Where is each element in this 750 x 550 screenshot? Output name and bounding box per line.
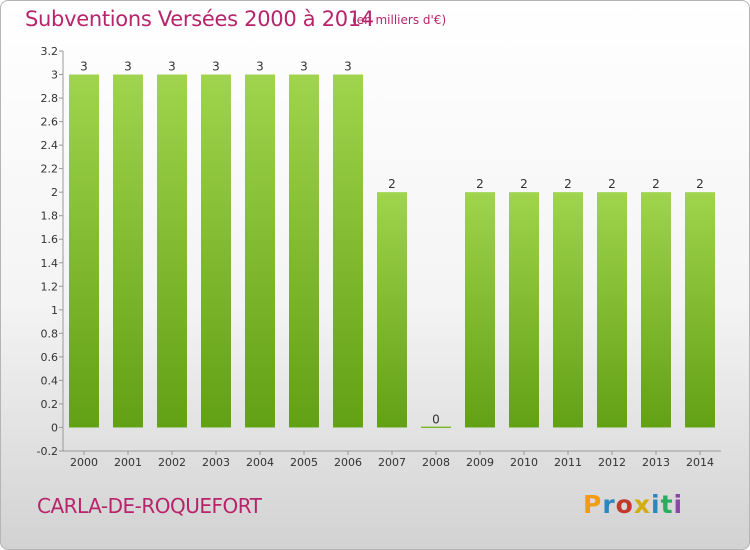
- y-tick-label: 1.6: [41, 233, 59, 246]
- logo-letter: i: [651, 490, 661, 519]
- logo-letter: P: [583, 490, 603, 519]
- data-label: 2: [520, 177, 528, 191]
- bar-2002: [157, 74, 187, 428]
- y-tick-label: 1: [51, 304, 58, 317]
- x-tick-label: 2000: [70, 456, 98, 469]
- data-label: 0: [432, 412, 440, 426]
- x-tick-label: 2013: [642, 456, 670, 469]
- data-label: 3: [212, 60, 220, 74]
- y-tick-label: 2: [51, 186, 58, 199]
- y-tick-label: 2.8: [41, 92, 59, 105]
- proxiti-logo: Proxiti: [583, 490, 683, 519]
- y-tick-label: 0.4: [41, 374, 59, 387]
- logo-letter: r: [602, 490, 616, 519]
- x-tick-label: 2007: [378, 456, 406, 469]
- x-tick-label: 2010: [510, 456, 538, 469]
- data-label: 2: [608, 177, 616, 191]
- bar-2007: [377, 192, 407, 428]
- bar-2004: [245, 74, 275, 428]
- y-tick-label: 1.4: [41, 257, 59, 270]
- data-label: 2: [564, 177, 572, 191]
- bar-2000: [69, 74, 99, 428]
- bar-2012: [597, 192, 627, 428]
- x-tick-label: 2012: [598, 456, 626, 469]
- x-tick-label: 2005: [290, 456, 318, 469]
- x-tick-label: 2009: [466, 456, 494, 469]
- logo-letter: t: [660, 490, 674, 519]
- logo-letter: i: [673, 490, 684, 519]
- bar-2003: [201, 74, 231, 428]
- x-tick-label: 2002: [158, 456, 186, 469]
- bar-2001: [113, 74, 143, 428]
- bar-2005: [289, 74, 319, 428]
- x-tick-label: 2001: [114, 456, 142, 469]
- data-label: 3: [256, 60, 264, 74]
- x-tick-label: 2006: [334, 456, 362, 469]
- y-tick-label: 1.8: [41, 210, 59, 223]
- y-tick-label: 1.2: [41, 280, 59, 293]
- x-tick-label: 2008: [422, 456, 450, 469]
- y-tick-label: -0.2: [37, 445, 58, 458]
- bar-2010: [509, 192, 539, 428]
- y-tick-label: 2.2: [41, 163, 59, 176]
- y-tick-label: 0.6: [41, 351, 59, 364]
- bar-2013: [641, 192, 671, 428]
- x-tick-label: 2014: [686, 456, 714, 469]
- y-tick-label: 0.2: [41, 398, 59, 411]
- logo-letter: x: [633, 490, 651, 519]
- data-label: 3: [300, 60, 308, 74]
- y-tick-label: 0: [51, 421, 58, 434]
- x-tick-label: 2004: [246, 456, 274, 469]
- data-label: 2: [476, 177, 484, 191]
- bar-2006: [333, 74, 363, 428]
- y-tick-label: 2.6: [41, 116, 59, 129]
- chart-title: Subventions Versées 2000 à 2014: [25, 7, 374, 31]
- data-label: 3: [168, 60, 176, 74]
- bar-2008: [421, 426, 451, 428]
- data-label: 3: [80, 60, 88, 74]
- data-label: 2: [652, 177, 660, 191]
- logo-letter: o: [615, 490, 634, 519]
- data-label: 3: [124, 60, 132, 74]
- x-tick-label: 2011: [554, 456, 582, 469]
- y-tick-label: 0.8: [41, 327, 59, 340]
- data-label: 3: [344, 60, 352, 74]
- bar-2009: [465, 192, 495, 428]
- bar-2014: [685, 192, 715, 428]
- chart-unit: (en milliers d'€): [352, 13, 447, 27]
- bar-2011: [553, 192, 583, 428]
- data-label: 2: [696, 177, 704, 191]
- data-label: 2: [388, 177, 396, 191]
- commune-name: CARLA-DE-ROQUEFORT: [37, 494, 262, 518]
- y-tick-label: 3.2: [41, 45, 59, 58]
- y-tick-label: 2.4: [41, 139, 59, 152]
- x-tick-label: 2003: [202, 456, 230, 469]
- y-tick-label: 3: [51, 69, 58, 82]
